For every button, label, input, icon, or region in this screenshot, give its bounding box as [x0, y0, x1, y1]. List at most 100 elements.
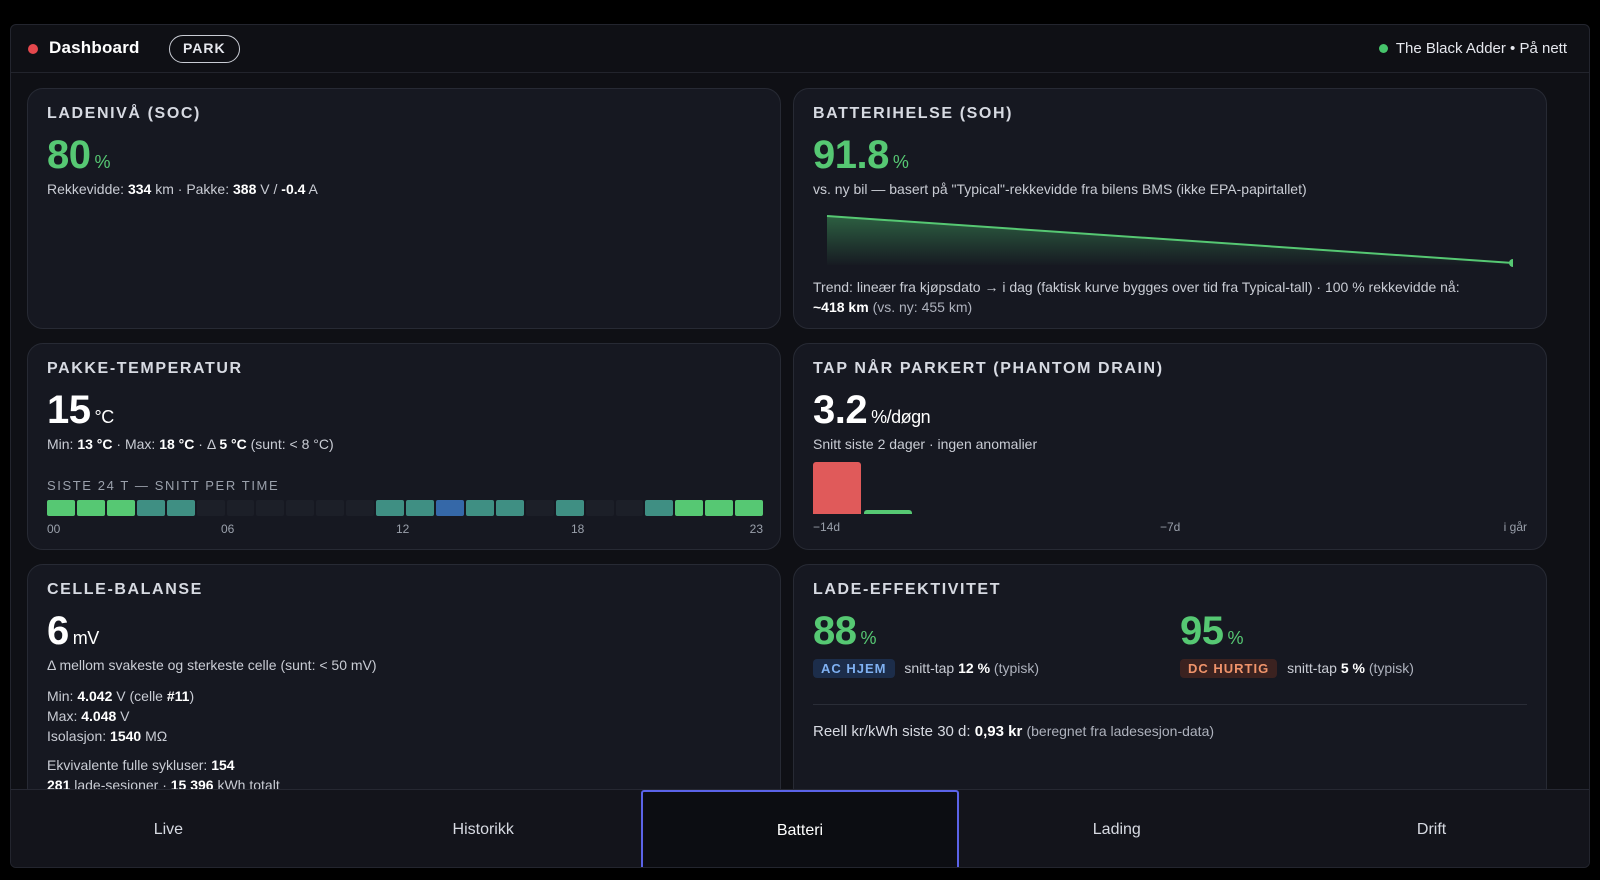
cells-value: 6	[47, 609, 69, 653]
tab-historikk[interactable]: Historikk	[452, 820, 514, 838]
tick-23: 23	[749, 522, 763, 536]
ac-loss-label: snitt-tap	[904, 660, 955, 676]
dc-efficiency-value: 95	[1180, 609, 1224, 653]
record-dot-icon	[28, 44, 38, 54]
ac-loss-note: (typisk)	[993, 660, 1040, 676]
cell-max: 4.048	[81, 708, 117, 724]
temp-hour-bar	[675, 500, 704, 516]
tab-live[interactable]: Live	[153, 820, 184, 838]
cells-details: Min: 4.042 V (celle #11) Max: 4.048 V Is…	[47, 688, 195, 744]
soc-details: Rekkevidde: 334 km · Pakke: 388 V / -0.4…	[47, 181, 318, 197]
range-value: 334	[127, 181, 152, 197]
pack-label: Pakke:	[186, 181, 230, 197]
temp-hour-bar	[316, 500, 345, 516]
pack-voltage: 388	[233, 181, 257, 197]
isolation-value: 1540	[110, 728, 142, 744]
soh-range-new: (vs. ny: 455 km)	[872, 299, 973, 315]
temp-hour-bar	[525, 500, 554, 516]
dc-details: DC HURTIG snitt-tap 5 % (typisk)	[1180, 659, 1414, 678]
cycles-value: 154	[211, 757, 235, 773]
temp-hour-bar	[735, 500, 764, 516]
cell-max-unit: V	[120, 708, 130, 724]
ac-home-chip: AC HJEM	[813, 659, 895, 678]
dc-loss-value: 5 %	[1340, 660, 1365, 676]
temp-hour-bar	[286, 500, 315, 516]
temp-card: PAKKE-TEMPERATUR 15 °C Min: 13 °C · Max: …	[27, 343, 781, 550]
temp-hour-bar	[76, 500, 105, 516]
temp-hour-bar	[376, 500, 405, 516]
temp-hour-bar	[166, 500, 195, 516]
current-unit: A	[308, 181, 318, 197]
temp-hour-bar	[406, 500, 434, 516]
temp-details: Min: 13 °C · Max: 18 °C · Δ 5 °C (sunt: …	[47, 436, 334, 452]
cells-subtitle: Δ mellom svakeste og sterkeste celle (su…	[47, 657, 377, 673]
soh-value-wrap: 91.8%	[813, 133, 909, 178]
soh-value: 91.8	[813, 133, 889, 177]
temp-hour-bar	[346, 500, 375, 516]
temp-value: 15	[47, 388, 91, 432]
cells-title: CELLE-BALANSE	[47, 581, 203, 598]
voltage-unit: V	[260, 181, 270, 197]
drain-bar-day-2	[864, 510, 912, 514]
temp-delta-label: Δ	[206, 436, 216, 452]
ac-details: AC HJEM snitt-tap 12 % (typisk)	[813, 659, 1039, 678]
cell-min-id: #11	[166, 688, 190, 704]
soh-trend-endpoint	[1509, 259, 1513, 267]
drain-title: TAP NÅR PARKERT (PHANTOM DRAIN)	[813, 360, 1164, 377]
page-title: Dashboard	[49, 38, 140, 57]
drain-bar-day-1	[813, 462, 861, 514]
soh-card: BATTERIHELSE (SOH) 91.8% vs. ny bil — ba…	[793, 88, 1547, 329]
temp-min: 13 °C	[77, 436, 113, 452]
pack-current: -0.4	[281, 181, 306, 197]
online-dot-icon	[1378, 44, 1388, 53]
tick-00: 00	[47, 522, 61, 536]
tick-06: 06	[221, 522, 235, 536]
app-window: Dashboard PARK The Black Adder • På nett…	[10, 24, 1590, 868]
temp-hour-bar	[47, 500, 75, 516]
cost-line: Reell kr/kWh siste 30 d: 0,93 kr (beregn…	[813, 723, 1214, 740]
soh-trend-text-wrap: Trend: lineær fra kjøpsdato → i dag (fak…	[813, 277, 1533, 317]
cost-value: 0,93 kr	[974, 723, 1023, 740]
temp-hour-bar	[196, 500, 225, 516]
isolation-label: Isolasjon:	[47, 728, 107, 744]
tick-18: 18	[571, 522, 585, 536]
temp-title: PAKKE-TEMPERATUR	[47, 360, 243, 377]
temp-hour-bar	[435, 500, 464, 516]
vehicle-status: The Black Adder • På nett	[1378, 40, 1567, 57]
tab-batteri[interactable]: Batteri	[640, 790, 960, 867]
header: Dashboard PARK The Black Adder • På nett	[11, 25, 1589, 73]
soc-value-wrap: 80%	[47, 133, 111, 178]
temp-hour-bar	[705, 500, 734, 516]
temp-hour-bar	[226, 500, 255, 516]
temp-hour-bar	[555, 500, 584, 516]
cost-label: Reell kr/kWh siste 30 d:	[813, 723, 971, 740]
drain-axis-start: −14d	[813, 520, 841, 534]
temp-healthy: (sunt: < 8 °C)	[250, 436, 334, 452]
tab-drift[interactable]: Drift	[1416, 820, 1447, 838]
temp-hour-bar	[136, 500, 165, 516]
range-label: Rekkevidde:	[47, 181, 125, 197]
soc-value: 80	[47, 133, 91, 177]
efficiency-card: LADE-EFFEKTIVITET 88% AC HJEM snitt-tap …	[793, 564, 1547, 804]
soc-card: LADENIVÅ (SOC) 80% Rekkevidde: 334 km · …	[27, 88, 781, 329]
cell-min-label: Min:	[47, 688, 74, 704]
drain-value-wrap: 3.2 %/døgn	[813, 388, 931, 433]
bottom-tab-bar: Live Historikk Batteri Lading Drift	[11, 789, 1589, 867]
temp-min-label: Min:	[47, 436, 74, 452]
soh-trend-text: Trend: lineær fra kjøpsdato → i dag (fak…	[813, 279, 1460, 295]
cell-min: 4.042	[77, 688, 113, 704]
cells-unit: mV	[72, 628, 100, 648]
temp-value-wrap: 15 °C	[47, 388, 114, 433]
efficiency-divider	[813, 704, 1527, 705]
drain-card: TAP NÅR PARKERT (PHANTOM DRAIN) 3.2 %/døg…	[793, 343, 1547, 550]
cell-max-label: Max:	[47, 708, 78, 724]
efficiency-title: LADE-EFFEKTIVITET	[813, 581, 1002, 598]
range-unit: km	[155, 181, 174, 197]
dc-loss-label: snitt-tap	[1287, 660, 1337, 676]
drain-axis-end: i går	[1503, 520, 1527, 534]
temp-hour-bar	[615, 500, 644, 516]
temp-max-label: Max:	[124, 436, 156, 452]
ac-value-wrap: 88%	[813, 609, 877, 654]
cells-card: CELLE-BALANSE 6 mV Δ mellom svakeste og s…	[27, 564, 781, 804]
tab-lading[interactable]: Lading	[1092, 820, 1141, 838]
